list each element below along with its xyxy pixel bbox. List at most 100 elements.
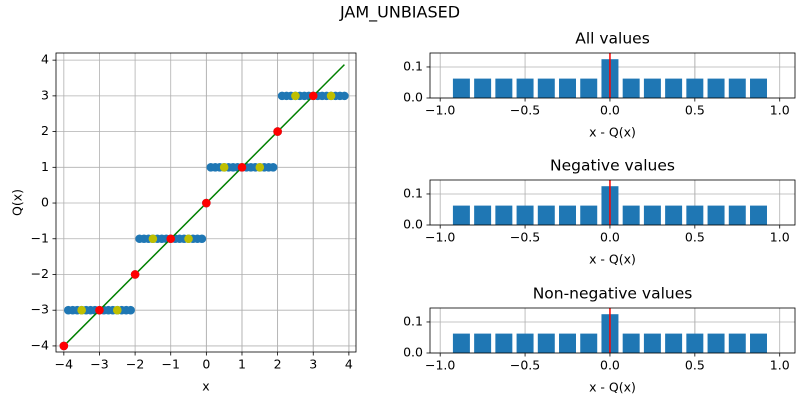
bar <box>622 78 640 98</box>
axes: −1.0 −0.5 0.0 0.5 1.0 0.0 0.1 Negative values x … <box>403 157 796 267</box>
x-tick-label: 0.5 <box>685 103 705 118</box>
point <box>340 91 349 101</box>
axes-title: Non-negative values <box>533 285 693 303</box>
bar <box>686 205 704 225</box>
y-tick-label: 1 <box>41 159 49 174</box>
bar <box>622 205 640 225</box>
bar <box>516 333 534 353</box>
y-tick-label: −3 <box>31 302 49 317</box>
axes: −4 −3 −2 −1 0 1 2 3 4 −4 −3 −2 −1 0 1 2 3 4 x Q(x) <box>10 52 357 394</box>
point <box>126 305 135 315</box>
x-tick-label: 0.5 <box>685 358 705 373</box>
x-axis-label: x - Q(x) <box>589 252 636 267</box>
x-tick-label: 0.0 <box>600 358 620 373</box>
bar <box>728 78 746 98</box>
point <box>77 305 86 315</box>
bar <box>686 333 704 353</box>
bar <box>452 205 470 225</box>
bar <box>474 78 492 98</box>
axes-frame <box>429 179 796 226</box>
axes-frame <box>55 52 357 353</box>
bar <box>580 333 598 353</box>
x-tick-label: 0.0 <box>600 103 620 118</box>
point <box>166 234 176 244</box>
x-axis-label: x - Q(x) <box>589 125 636 140</box>
bar <box>750 205 767 225</box>
bar <box>580 78 598 98</box>
y-tick-label: 0 <box>41 195 49 210</box>
point <box>148 234 158 244</box>
bar <box>516 205 534 225</box>
x-tick-label: −1 <box>162 357 180 372</box>
x-tick-label: 1.0 <box>770 230 790 245</box>
point <box>268 163 278 172</box>
point <box>95 305 104 315</box>
point <box>184 234 193 244</box>
bar <box>686 78 704 98</box>
bar <box>474 333 492 353</box>
bar <box>643 78 661 98</box>
axes: −1.0 −0.5 0.0 0.5 1.0 0.0 0.1 All values x - Q(x… <box>403 30 796 140</box>
x-tick-label: 0 <box>202 357 210 372</box>
bar <box>750 78 767 98</box>
axes-title: All values <box>575 30 650 48</box>
y-tick-label: 0.1 <box>403 185 423 200</box>
x-tick-label: 3 <box>309 357 317 372</box>
bar <box>559 333 576 353</box>
bar <box>474 205 492 225</box>
x-tick-label: 1 <box>238 357 246 372</box>
y-tick-label: 0.1 <box>403 58 423 73</box>
x-tick-label: 2 <box>274 357 282 372</box>
bar <box>643 205 661 225</box>
x-tick-label: −0.5 <box>510 358 540 373</box>
point <box>291 91 300 101</box>
bar <box>537 78 555 98</box>
bar <box>728 205 746 225</box>
point <box>326 91 336 101</box>
point <box>197 234 207 244</box>
bar <box>537 205 555 225</box>
y-tick-label: 4 <box>41 52 49 67</box>
x-tick-label: −1.0 <box>425 358 455 373</box>
point <box>308 91 318 101</box>
point <box>112 305 122 315</box>
bar <box>707 333 725 353</box>
bar <box>495 205 513 225</box>
bar <box>452 78 470 98</box>
bar <box>516 78 534 98</box>
y-tick-label: 0.0 <box>403 90 423 105</box>
point <box>237 163 247 172</box>
y-tick-label: 2 <box>41 123 49 138</box>
bar <box>559 205 576 225</box>
bar <box>728 333 746 353</box>
x-tick-label: −4 <box>55 357 73 372</box>
x-tick-label: −0.5 <box>510 103 540 118</box>
point <box>273 127 282 136</box>
x-tick-label: 0.0 <box>600 230 620 245</box>
figure-title: JAM_UNBIASED <box>339 3 460 23</box>
axes-frame <box>429 52 796 99</box>
x-tick-label: 4 <box>345 357 353 372</box>
x-tick-label: 1.0 <box>770 358 790 373</box>
axes: −1.0 −0.5 0.0 0.5 1.0 0.0 0.1 Non-negative valu… <box>403 285 796 395</box>
y-axis-label: Q(x) <box>10 189 25 216</box>
bar <box>750 333 767 353</box>
y-tick-label: 0.1 <box>403 313 423 328</box>
bar <box>707 78 725 98</box>
x-tick-label: −2 <box>126 357 144 372</box>
x-tick-label: −0.5 <box>510 230 540 245</box>
axes-title: Negative values <box>550 157 675 175</box>
y-tick-label: 0.0 <box>403 217 423 232</box>
bar <box>643 333 661 353</box>
point <box>219 163 229 172</box>
bar <box>495 78 513 98</box>
point <box>59 341 69 351</box>
x-tick-label: −3 <box>90 357 108 372</box>
y-tick-label: −2 <box>31 266 49 281</box>
y-tick-label: −1 <box>31 230 49 245</box>
x-tick-label: −1.0 <box>425 103 455 118</box>
x-axis-label: x - Q(x) <box>589 380 636 395</box>
bar <box>495 333 513 353</box>
bar <box>559 78 576 98</box>
